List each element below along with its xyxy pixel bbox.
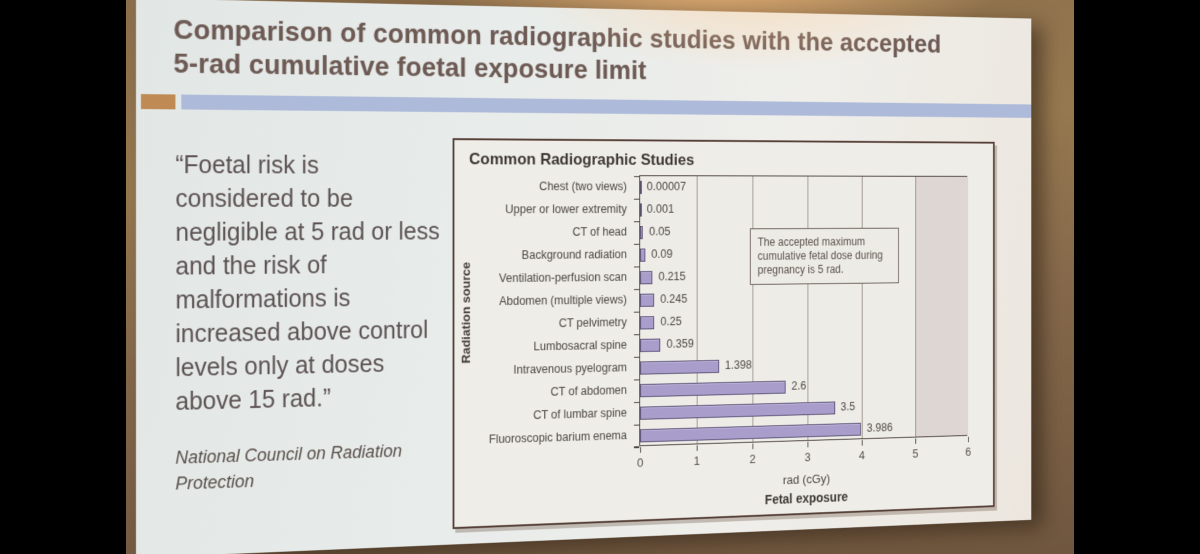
quote-line: and the risk of	[175, 251, 327, 281]
x-tick-label: 5	[912, 446, 919, 461]
quote-line: malformations is	[175, 284, 351, 315]
category-label: Background radiation	[521, 247, 627, 262]
bar-value-label: 0.359	[666, 337, 694, 351]
quote-line: considered to be	[175, 185, 354, 213]
bar	[640, 271, 653, 285]
bar-chart-panel: Common Radiographic Studies Radiation so…	[452, 138, 995, 530]
bar-value-label: 1.398	[725, 358, 752, 372]
slide: Comparison of common radiographic studie…	[136, 0, 1032, 554]
bar	[640, 248, 646, 262]
category-tick	[633, 243, 640, 245]
bar-value-label: 3.5	[840, 400, 856, 414]
bar-value-label: 0.05	[649, 224, 671, 239]
bar	[640, 401, 835, 420]
category-tick	[633, 175, 640, 178]
x-tick-label: 3	[804, 450, 811, 465]
divider-bar	[181, 94, 1032, 118]
divider-accent-square	[140, 94, 176, 110]
gridline	[752, 176, 754, 442]
category-tick	[633, 265, 640, 268]
chart-title: Common Radiographic Studies	[469, 149, 695, 169]
plot-area: 0.00007 0.001 0.05 0.09 0.215 0.245 0.25 0.359 1…	[633, 175, 971, 470]
x-tick-label: 1	[693, 453, 700, 468]
category-label: Abdomen (multiple views)	[499, 292, 627, 308]
x-tick	[807, 441, 809, 448]
bar	[640, 380, 786, 398]
category-tick	[633, 446, 640, 448]
limit-band	[915, 176, 969, 437]
x-tick-label: 0	[636, 455, 644, 470]
category-tick	[633, 401, 640, 404]
bar	[640, 338, 661, 353]
bar	[640, 180, 642, 194]
bar-value-label: 0.001	[646, 202, 675, 216]
x-tick	[696, 445, 698, 451]
gridline	[807, 176, 809, 441]
x-tick	[967, 436, 969, 443]
category-label: Upper or lower extremity	[505, 202, 627, 217]
quote-text: “Foetal risk is considered to be negligibl…	[175, 148, 496, 419]
category-tick	[633, 378, 640, 381]
category-tick	[633, 333, 640, 336]
category-labels: Chest (two views) Upper or lower extremit…	[454, 175, 634, 452]
category-tick	[633, 424, 640, 426]
quote-line: “Foetal risk is	[175, 151, 319, 180]
x-tick-label: 2	[749, 451, 756, 466]
bar	[640, 316, 655, 330]
category-label: CT pelvimetry	[558, 315, 627, 330]
x-tick	[914, 438, 917, 444]
category-tick	[633, 311, 640, 313]
category-label: Chest (two views)	[539, 179, 627, 194]
bar-value-label: 3.986	[866, 420, 893, 435]
gridline	[861, 176, 863, 439]
bar	[640, 203, 642, 217]
bar-value-label: 0.25	[660, 314, 682, 329]
category-tick	[633, 356, 640, 358]
slide-title: Comparison of common radiographic studie…	[173, 13, 957, 90]
category-tick	[633, 288, 640, 291]
quote-line: negligible at 5 rad or less	[175, 218, 440, 247]
x-tick	[752, 443, 754, 450]
gridline	[915, 176, 917, 437]
quote-line: above 15 rad.”	[175, 384, 331, 416]
bar-value-label: 0.09	[651, 247, 673, 261]
bar	[640, 225, 643, 240]
x-tick	[861, 440, 863, 446]
category-label: CT of head	[572, 225, 627, 239]
x-tick-label: 6	[965, 444, 972, 459]
bar	[640, 422, 862, 443]
bar-value-label: 0.215	[658, 269, 686, 284]
category-label: Fluoroscopic barium enema	[488, 428, 627, 447]
bar-value-label: 0.245	[660, 292, 688, 306]
x-tick-label: 4	[858, 448, 865, 463]
bar	[640, 359, 719, 375]
x-tick	[639, 447, 641, 453]
bar	[640, 293, 655, 307]
category-label: Ventilation-perfusion scan	[499, 270, 627, 285]
annotation-box: The accepted maximum cumulative fetal do…	[749, 227, 899, 285]
bar-value-label: 0.00007	[646, 179, 687, 194]
gridline	[696, 176, 698, 444]
bar-value-label: 2.6	[791, 379, 807, 393]
category-tick	[633, 198, 640, 200]
category-tick	[633, 220, 640, 223]
attribution: National Council on Radiation Protection	[175, 436, 478, 497]
